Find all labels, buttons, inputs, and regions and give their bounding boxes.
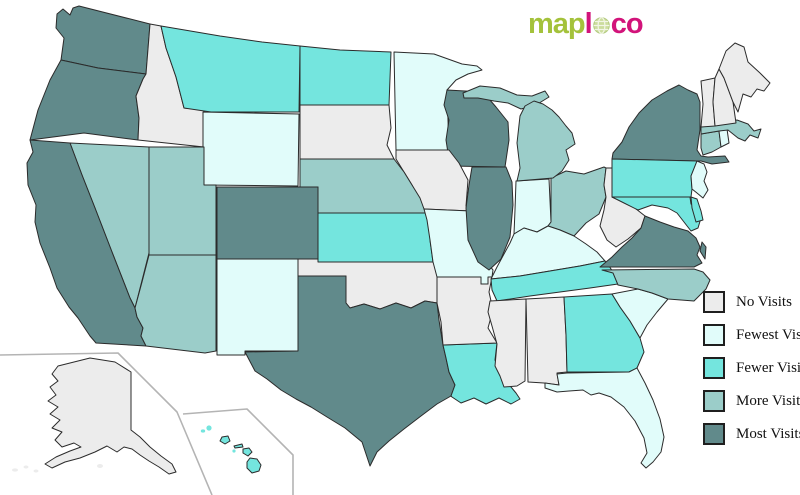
state-mi [462,85,550,110]
state-fl [544,367,665,469]
legend-item-more: More Visits [703,390,800,412]
alaska-inset-border [0,352,213,495]
state-mt [160,25,301,113]
state-ak [23,465,29,469]
state-ny [611,84,730,165]
legend-label: No Visits [736,293,792,310]
state-hi [246,457,262,474]
state-co [216,186,319,260]
state-ak [33,469,39,473]
legend-label: Fewest Visits [736,326,800,343]
state-ak [12,468,18,472]
legend-color-swatch [703,357,725,379]
logo-text-l: l [584,8,593,40]
state-de [690,196,704,223]
legend: No Visits Fewest Visits Fewer Visits Mor… [703,291,800,456]
state-il [465,166,514,271]
state-ct [700,130,722,156]
legend-color-swatch [703,291,725,313]
state-ks [317,212,434,263]
state-hi [206,425,212,431]
state-va [599,215,703,268]
legend-label: Most Visits [736,425,800,442]
globe-icon [592,9,610,34]
state-nj [690,160,709,199]
state-nc [601,268,711,302]
state-nm [216,258,299,356]
maploco-logo[interactable]: mapl co [528,8,644,40]
state-hi [232,449,236,453]
state-pa [611,158,698,198]
state-ms [487,298,527,388]
legend-item-most: Most Visits [703,423,800,445]
state-al [525,296,568,386]
state-mi [516,100,576,182]
state-oh [547,166,607,237]
legend-item-no: No Visits [703,291,800,313]
legend-item-fewest: Fewest Visits [703,324,800,346]
legend-item-fewer: Fewer Visits [703,357,800,379]
legend-color-swatch [703,390,725,412]
state-in [513,178,552,235]
state-ak [97,464,103,468]
state-wy [202,111,300,187]
legend-color-swatch [703,324,725,346]
state-ri [718,128,730,148]
state-nd [299,45,392,106]
state-hi [242,447,253,457]
legend-label: More Visits [736,392,800,409]
state-ca [26,139,147,347]
state-hi [233,443,244,449]
legend-color-swatch [703,423,725,445]
state-sd [299,104,395,160]
state-az [134,254,217,354]
state-tx [244,275,456,467]
logo-text-co: co [610,8,644,40]
logo-text-map: map [528,8,586,40]
state-hi [200,429,206,433]
hawaii-inset-border [182,408,294,495]
state-hi [219,435,231,445]
state-va [699,241,707,260]
state-ak [44,357,177,475]
state-or [29,59,147,141]
legend-label: Fewer Visits [736,359,800,376]
state-me [718,42,771,113]
